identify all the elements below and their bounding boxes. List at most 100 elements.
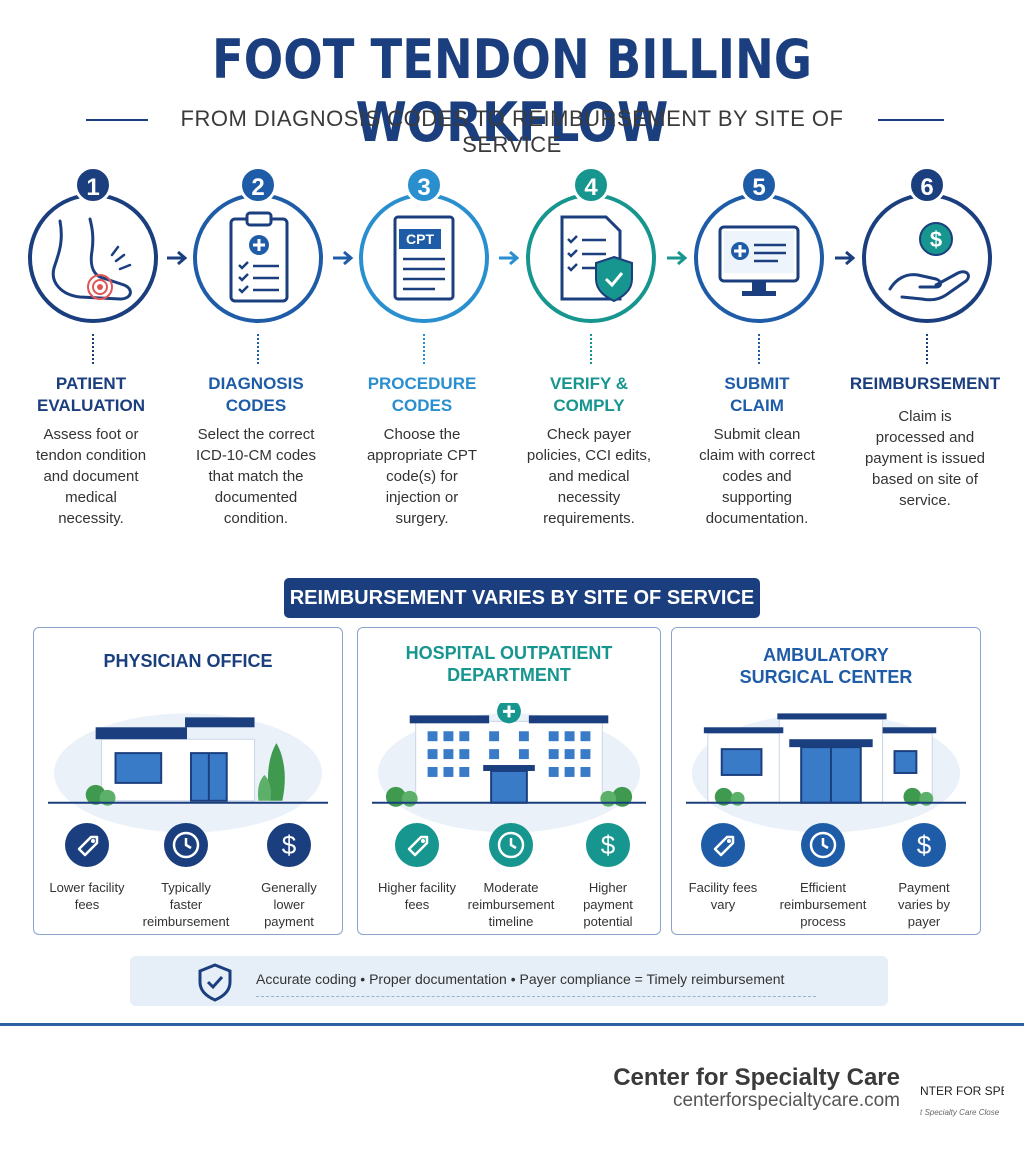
svg-text:$: $ <box>917 830 932 860</box>
step-1-description: Assess foot or tendon condition and docu… <box>1 424 181 529</box>
tag-icon <box>65 823 109 867</box>
step-4-title: VERIFY & COMPLY <box>499 373 679 417</box>
step-4-desc-line: necessity <box>557 489 621 506</box>
feature-label-line: Higher <box>588 880 628 895</box>
step-5-desc-line: Submit clean <box>713 426 801 443</box>
step-5-desc-line: codes and <box>722 468 792 485</box>
site-card-hospital-outpatient: HOSPITAL OUTPATIENT DEPARTMENT High <box>357 627 661 935</box>
step-4-desc-line: Check payer <box>546 426 632 443</box>
feature-label: Typically faster reimbursement <box>136 879 236 930</box>
feature-label-line: timeline <box>488 914 534 929</box>
feature-label-line: fees <box>404 897 430 912</box>
step-1-title-line1: PATIENT <box>55 374 127 393</box>
step-5-desc-line: documentation. <box>705 510 809 527</box>
feature-payment-varies: $ Payment varies by payer <box>874 823 974 930</box>
site-card-title: HOSPITAL OUTPATIENT DEPARTMENT <box>358 642 660 686</box>
feature-label-line: Higher facility <box>377 880 457 895</box>
site-of-service-banner: REIMBURSEMENT VARIES BY SITE OF SERVICE <box>284 578 760 618</box>
site-card-ambulatory-surgical-center: AMBULATORY SURGICAL CENTER Facility fees… <box>671 627 981 935</box>
checklist-shield-icon <box>560 215 633 303</box>
arrow-right-icon <box>667 250 688 266</box>
feature-label: Payment varies by payer <box>874 879 974 930</box>
step-1-title: PATIENT EVALUATION <box>1 373 181 417</box>
arrow-right-icon <box>167 250 188 266</box>
step-4-number: 4 <box>572 166 610 204</box>
feature-label-line: vary <box>710 897 736 912</box>
dollar-icon: $ <box>267 823 311 867</box>
feature-label-line: lower <box>273 897 305 912</box>
feature-label-line: reimbursement <box>779 897 867 912</box>
physician-office-building-icon <box>47 713 329 833</box>
step-3-desc-line: surgery. <box>395 510 449 527</box>
site-card-physician-office: PHYSICIAN OFFICE Lower facility fees Typ… <box>33 627 343 935</box>
step-1-desc-line: tendon condition <box>35 447 147 464</box>
step-4-connector <box>590 334 592 364</box>
step-1-desc-line: and document <box>43 468 139 485</box>
feature-label-line: Moderate <box>483 880 539 895</box>
step-6-number: 6 <box>908 166 946 204</box>
feature-label: Higher facility fees <box>367 879 467 913</box>
step-6-desc-line: Claim is <box>898 408 952 425</box>
arrow-right-icon <box>333 250 354 266</box>
feature-label-line: Facility fees <box>688 880 758 895</box>
svg-text:$: $ <box>282 830 297 860</box>
feature-label-line: Lower facility <box>49 880 125 895</box>
clock-icon <box>164 823 208 867</box>
site-title-line1: HOSPITAL OUTPATIENT <box>405 643 613 663</box>
svg-text:$: $ <box>601 830 616 860</box>
hand-dollar-icon: $ <box>888 222 970 302</box>
feature-higher-facility-fees: Higher facility fees <box>367 823 467 913</box>
cpt-label: CPT <box>406 231 434 247</box>
subtitle-row: FROM DIAGNOSIS CODES TO REIMBURSEMENT BY… <box>0 106 1024 157</box>
feature-label-line: Typically <box>161 880 211 895</box>
step-1-desc-line: necessity. <box>58 510 124 527</box>
step-6-circle <box>862 193 992 323</box>
feature-label-line: process <box>800 914 846 929</box>
step-5-title: SUBMIT CLAIM <box>667 373 847 417</box>
step-5-title-line2: CLAIM <box>730 396 784 415</box>
summary-text: Accurate coding • Proper documentation •… <box>256 971 785 987</box>
step-2-desc-line: that match the <box>208 468 304 485</box>
site-card-title: PHYSICIAN OFFICE <box>34 650 342 672</box>
step-1-connector <box>92 334 94 364</box>
clock-icon <box>489 823 533 867</box>
feature-label: Lower facility fees <box>37 879 137 913</box>
step-3-number: 3 <box>405 166 443 204</box>
organization-logo-text: NTER FOR SPEC <box>920 1084 1004 1098</box>
feature-facility-fees-vary: Facility fees vary <box>673 823 773 913</box>
feature-label-line: faster <box>169 897 203 912</box>
site-title-line1: AMBULATORY <box>763 645 889 665</box>
step-2-title-line1: DIAGNOSIS <box>208 374 304 393</box>
step-5-connector <box>758 334 760 364</box>
step-6-desc-line: based on site of <box>872 471 978 488</box>
arrow-right-icon <box>835 250 856 266</box>
step-5-description: Submit clean claim with correct codes an… <box>667 424 847 529</box>
feature-lower-payment: $ Generally lower payment <box>239 823 339 930</box>
feature-label-line: Generally <box>261 880 317 895</box>
step-2-title-line2: CODES <box>225 396 287 415</box>
step-3-connector <box>423 334 425 364</box>
feature-lower-facility-fees: Lower facility fees <box>37 823 137 913</box>
site-title-line1: PHYSICIAN OFFICE <box>103 651 273 671</box>
step-4-desc-line: policies, CCI edits, <box>526 447 652 464</box>
feature-label: Generally lower payment <box>239 879 339 930</box>
foot-pain-icon <box>51 217 132 301</box>
organization-url[interactable]: centerforspecialtycare.com <box>672 1090 900 1111</box>
step-3-title-line1: PROCEDURE <box>367 374 477 393</box>
step-3-desc-line: appropriate CPT <box>366 447 478 464</box>
feature-label: Higher payment potential <box>558 879 658 930</box>
step-6-desc-line: service. <box>899 492 951 509</box>
footer-rule <box>0 1023 1024 1026</box>
feature-label-line: fees <box>74 897 100 912</box>
summary-divider <box>256 996 816 997</box>
step-4-title-line2: COMPLY <box>553 396 625 415</box>
step-5-number: 5 <box>740 166 778 204</box>
feature-label-line: reimbursement <box>467 897 555 912</box>
step-3-title: PROCEDURE CODES <box>332 373 512 417</box>
dollar-icon: $ <box>586 823 630 867</box>
clock-icon <box>801 823 845 867</box>
summary-bar: Accurate coding • Proper documentation •… <box>130 956 888 1006</box>
feature-label-line: payment <box>583 897 633 912</box>
subtitle-left-rule <box>86 119 148 121</box>
step-3-title-line2: CODES <box>391 396 453 415</box>
